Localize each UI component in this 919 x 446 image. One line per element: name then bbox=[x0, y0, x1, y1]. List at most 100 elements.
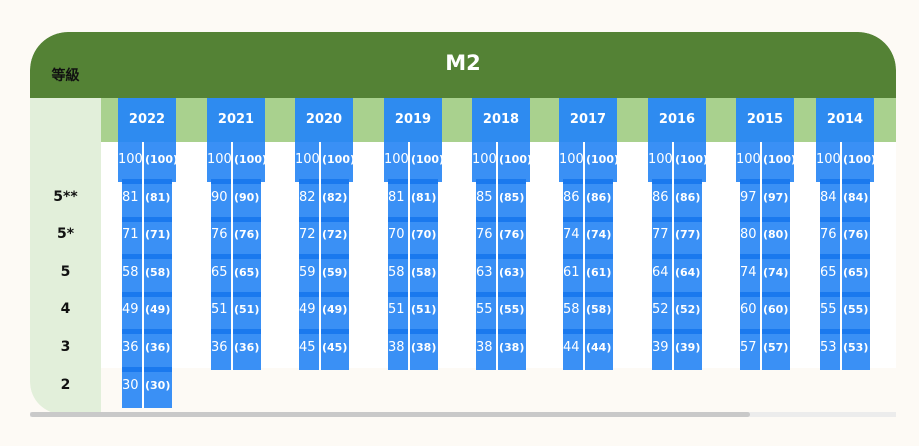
score-value: 57 bbox=[740, 340, 757, 355]
score-value: 81 bbox=[388, 190, 405, 205]
score-bracket: (38) bbox=[411, 341, 437, 354]
score-bracket: (59) bbox=[322, 266, 348, 279]
score-value: 44 bbox=[563, 340, 580, 355]
row-divider bbox=[820, 329, 870, 334]
score-bracket: (90) bbox=[234, 191, 260, 204]
score-bracket: (64) bbox=[675, 266, 701, 279]
score-value: 58 bbox=[388, 265, 405, 280]
score-value: 81 bbox=[122, 190, 139, 205]
year-header-2020[interactable]: 2020 bbox=[295, 98, 353, 142]
row-divider bbox=[563, 179, 613, 184]
row-divider bbox=[211, 254, 261, 259]
score-value: 45 bbox=[299, 340, 316, 355]
score-value: 36 bbox=[211, 340, 228, 355]
score-bracket: (74) bbox=[763, 266, 789, 279]
score-value: 61 bbox=[563, 265, 580, 280]
row-divider bbox=[211, 329, 261, 334]
score-value: 100 bbox=[559, 152, 584, 167]
row-divider bbox=[122, 329, 172, 334]
year-header-2022[interactable]: 2022 bbox=[118, 98, 176, 142]
score-bracket: (60) bbox=[763, 303, 789, 316]
score-bracket: (74) bbox=[586, 228, 612, 241]
row-divider bbox=[211, 179, 261, 184]
row-divider bbox=[740, 329, 790, 334]
column-divider bbox=[319, 142, 321, 370]
row-divider bbox=[563, 292, 613, 297]
row-divider bbox=[299, 292, 349, 297]
horizontal-scrollbar-thumb[interactable] bbox=[30, 412, 750, 417]
score-value: 51 bbox=[388, 302, 405, 317]
score-bracket: (76) bbox=[843, 228, 869, 241]
score-value: 70 bbox=[388, 227, 405, 242]
score-bar bbox=[122, 142, 172, 408]
column-divider bbox=[231, 142, 233, 370]
score-bracket: (58) bbox=[145, 266, 171, 279]
score-value: 74 bbox=[740, 265, 757, 280]
grade-boundary-card: M2 等級 5** 5* 5 4 3 2 2022 100 (100) 81 (81) 71 (71) 58… bbox=[30, 32, 896, 414]
score-value: 74 bbox=[563, 227, 580, 242]
score-bracket: (100) bbox=[234, 153, 268, 166]
score-value: 100 bbox=[648, 152, 673, 167]
row-divider bbox=[122, 254, 172, 259]
score-bracket: (65) bbox=[234, 266, 260, 279]
row-divider bbox=[652, 329, 702, 334]
score-value: 65 bbox=[211, 265, 228, 280]
score-bracket: (71) bbox=[145, 228, 171, 241]
score-bracket: (51) bbox=[411, 303, 437, 316]
score-value: 52 bbox=[652, 302, 669, 317]
column-divider bbox=[408, 142, 410, 370]
score-bracket: (97) bbox=[763, 191, 789, 204]
score-value: 55 bbox=[820, 302, 837, 317]
score-bracket: (57) bbox=[763, 341, 789, 354]
score-value: 36 bbox=[122, 340, 139, 355]
score-value: 76 bbox=[476, 227, 493, 242]
year-header-2019[interactable]: 2019 bbox=[384, 98, 442, 142]
score-bracket: (52) bbox=[675, 303, 701, 316]
score-bracket: (49) bbox=[322, 303, 348, 316]
year-header-2021[interactable]: 2021 bbox=[207, 98, 265, 142]
row-divider bbox=[476, 217, 526, 222]
row-divider bbox=[388, 217, 438, 222]
row-divider bbox=[652, 217, 702, 222]
year-header-2016[interactable]: 2016 bbox=[648, 98, 706, 142]
score-bracket: (100) bbox=[145, 153, 179, 166]
row-divider bbox=[652, 179, 702, 184]
year-header-2017[interactable]: 2017 bbox=[559, 98, 617, 142]
row-divider bbox=[652, 254, 702, 259]
grade-label: 5** bbox=[53, 189, 78, 205]
score-bracket: (100) bbox=[675, 153, 709, 166]
score-bracket: (85) bbox=[499, 191, 525, 204]
page-title: M2 bbox=[445, 51, 481, 75]
score-bracket: (81) bbox=[411, 191, 437, 204]
grade-label: 4 bbox=[60, 301, 71, 317]
score-value: 84 bbox=[820, 190, 837, 205]
row-divider bbox=[820, 217, 870, 222]
score-value: 63 bbox=[476, 265, 493, 280]
score-value: 30 bbox=[122, 378, 139, 393]
row-divider bbox=[211, 217, 261, 222]
column-divider bbox=[760, 142, 762, 370]
score-bracket: (58) bbox=[411, 266, 437, 279]
row-divider bbox=[476, 329, 526, 334]
score-value: 59 bbox=[299, 265, 316, 280]
row-divider bbox=[388, 329, 438, 334]
column-divider bbox=[142, 142, 144, 408]
row-divider bbox=[388, 292, 438, 297]
score-bracket: (86) bbox=[675, 191, 701, 204]
year-header-2018[interactable]: 2018 bbox=[472, 98, 530, 142]
row-divider bbox=[740, 292, 790, 297]
score-value: 64 bbox=[652, 265, 669, 280]
score-value: 82 bbox=[299, 190, 316, 205]
score-value: 100 bbox=[816, 152, 841, 167]
column-divider bbox=[496, 142, 498, 370]
score-bracket: (39) bbox=[675, 341, 701, 354]
score-bracket: (36) bbox=[145, 341, 171, 354]
row-divider bbox=[122, 367, 172, 372]
row-divider bbox=[211, 292, 261, 297]
year-header-2014[interactable]: 2014 bbox=[816, 98, 874, 142]
row-divider bbox=[652, 292, 702, 297]
score-value: 100 bbox=[472, 152, 497, 167]
year-header-2015[interactable]: 2015 bbox=[736, 98, 794, 142]
grade-label: 3 bbox=[60, 339, 71, 355]
score-value: 58 bbox=[563, 302, 580, 317]
